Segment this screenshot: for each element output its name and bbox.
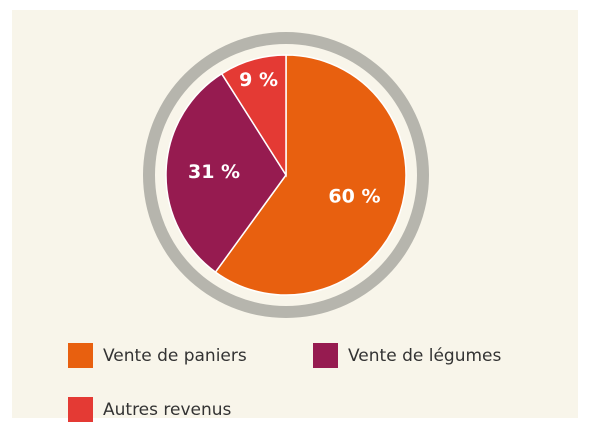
legend-label: Vente de paniers (103, 346, 247, 366)
value-label: 31 % (188, 161, 240, 183)
value-label: 9 % (239, 69, 278, 91)
legend-label: Autres revenus (103, 400, 232, 420)
legend-swatch (68, 343, 93, 368)
pie-slice (220, 54, 287, 178)
pie-slice (165, 72, 287, 274)
legend-swatch (313, 343, 338, 368)
legend-label: Vente de légumes (348, 346, 501, 366)
legend-swatch (68, 397, 93, 422)
value-label: 60 % (328, 186, 380, 208)
pie-slice (214, 54, 407, 296)
